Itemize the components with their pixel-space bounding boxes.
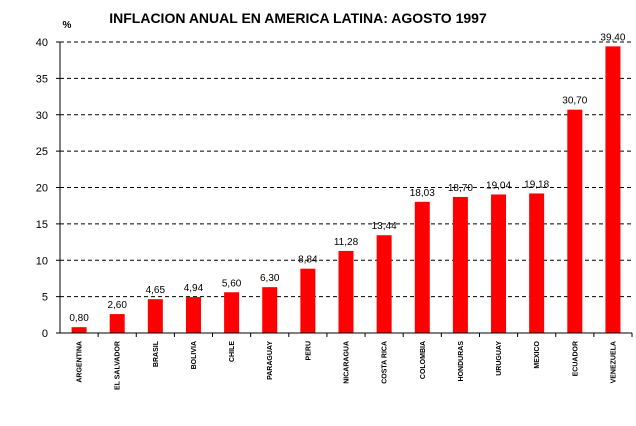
data-label: 19,18 [524,179,549,190]
y-tick-label: 0 [42,328,48,340]
bar [300,268,316,333]
x-tick-label: URUGUAY [496,341,503,376]
x-tick-label: NICARAGUA [344,341,351,384]
data-label: 0,80 [69,313,89,324]
bar [224,292,240,333]
y-axis-unit-label: % [63,20,72,31]
x-tick-label: MEXICO [534,340,541,368]
data-label: 6,30 [260,273,280,284]
x-tick-label: ARGENTINA [77,341,84,383]
y-tick-label: 15 [36,219,48,231]
x-axis-ticks: ARGENTINA EL SALVADOR BRASIL BOLIVIA CHILE PA… [77,333,633,390]
bar [71,327,87,333]
y-tick-label: 20 [36,183,48,195]
bars [71,46,621,334]
data-label: 5,60 [222,278,242,289]
bar [185,297,201,333]
x-tick-label: COSTA RICA [382,341,389,384]
y-tick-label: 30 [36,110,48,122]
x-tick-label: PERU [305,341,312,360]
bar [147,299,163,333]
x-tick-label: HONDURAS [458,341,465,382]
data-label: 8,84 [298,255,318,266]
y-tick-label: 35 [36,73,48,85]
data-label: 11,28 [334,237,359,248]
data-label: 4,65 [146,285,166,296]
data-label: 39,40 [600,32,625,43]
chart-title: INFLACION ANUAL EN AMERICA LATINA: AGOST… [109,10,487,26]
x-tick-label: PARAGUAY [267,341,274,380]
bar [338,250,354,333]
bar [605,46,621,334]
x-tick-label: ECUADOR [572,341,579,376]
bar [414,201,430,333]
data-label: 13,44 [372,221,397,232]
data-label: 30,70 [562,96,587,107]
x-tick-label: BRASIL [153,340,160,367]
data-label: 18,70 [448,183,473,194]
y-tick-label: 25 [36,146,48,158]
y-tick-label: 40 [36,37,48,49]
y-tick-label: 5 [42,292,48,304]
y-tick-label: 10 [36,255,48,267]
bar [491,194,507,333]
data-label: 2,60 [107,300,127,311]
x-tick-label: COLOMBIA [420,341,427,379]
bar [452,196,468,333]
x-tick-label: VENEZUELA [610,341,617,383]
bar [262,287,278,333]
x-tick-label: EL SALVADOR [115,341,122,390]
y-axis-ticks: 0 5 10 15 20 25 30 35 40 [36,37,60,340]
bar [109,314,125,333]
data-label: 4,94 [184,283,204,294]
x-tick-label: CHILE [229,341,236,362]
x-tick-label: BOLIVIA [191,341,198,369]
data-labels: 0,80 2,60 4,65 4,94 5,60 6,30 8,84 11,28 13,44 18… [69,32,626,324]
axes [59,42,632,334]
bar [376,235,392,333]
bar [529,193,545,333]
data-label: 19,04 [486,180,511,191]
bar [567,109,583,333]
data-label: 18,03 [410,188,435,199]
